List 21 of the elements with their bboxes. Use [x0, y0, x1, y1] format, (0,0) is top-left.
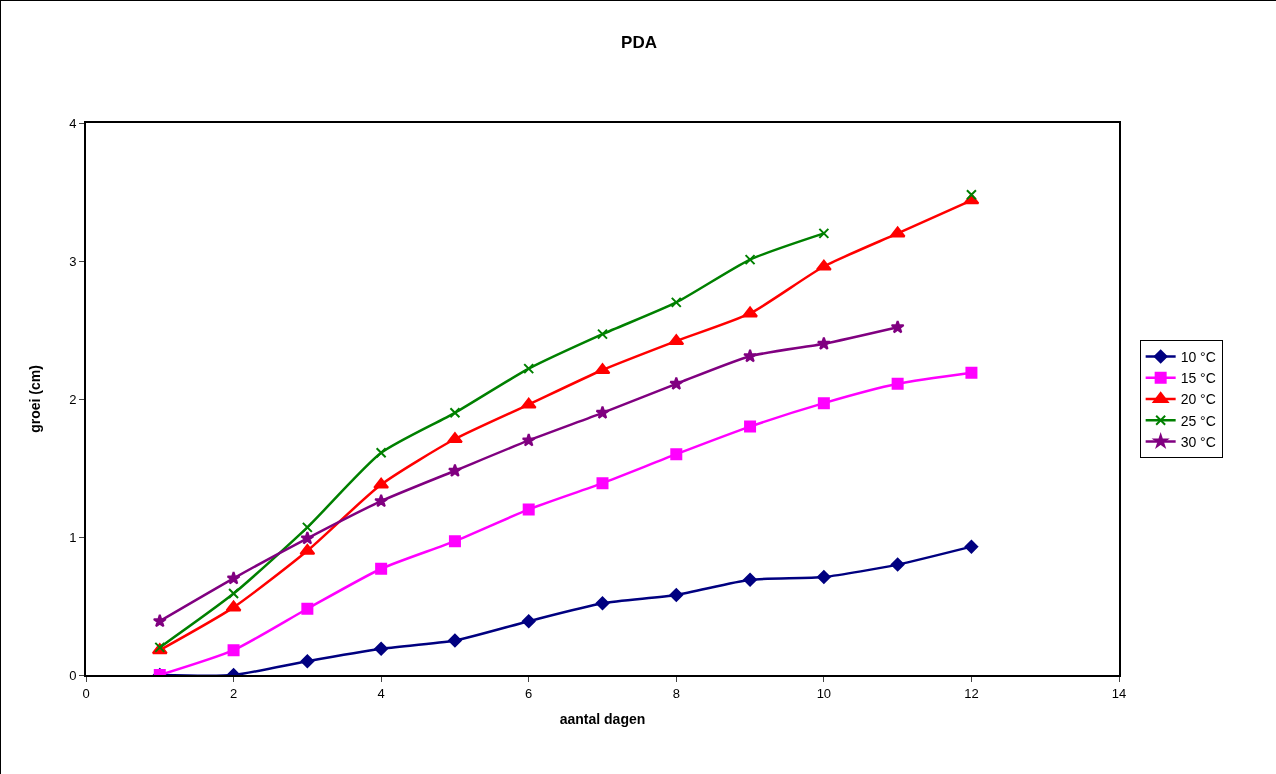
legend-label: 30 °C	[1180, 433, 1216, 450]
legend-label: 15 °C	[1180, 370, 1216, 387]
x-tick-label: 10	[816, 685, 832, 701]
x-tick-label: 2	[229, 685, 238, 701]
y-tick-label: 4	[69, 115, 77, 131]
x-tick-label: 6	[525, 685, 533, 701]
x-tick-label: 0	[82, 685, 90, 701]
x-tick-label: 4	[377, 685, 385, 701]
legend-label: 20 °C	[1180, 391, 1216, 408]
y-tick-label: 0	[69, 667, 77, 683]
x-axis-title: aantal dagen	[559, 711, 646, 728]
legend-label: 10 °C	[1180, 349, 1216, 366]
y-tick-label: 1	[69, 529, 77, 545]
x-tick-label: 14	[1111, 685, 1127, 701]
chart-title: PDA	[621, 32, 657, 52]
x-tick-label: 12	[964, 685, 979, 701]
y-tick-label: 2	[69, 391, 77, 407]
x-tick-label: 8	[672, 685, 680, 701]
y-tick-label: 3	[69, 253, 77, 269]
legend-label: 25 °C	[1180, 412, 1216, 429]
y-axis-title: groei (cm)	[27, 365, 44, 433]
